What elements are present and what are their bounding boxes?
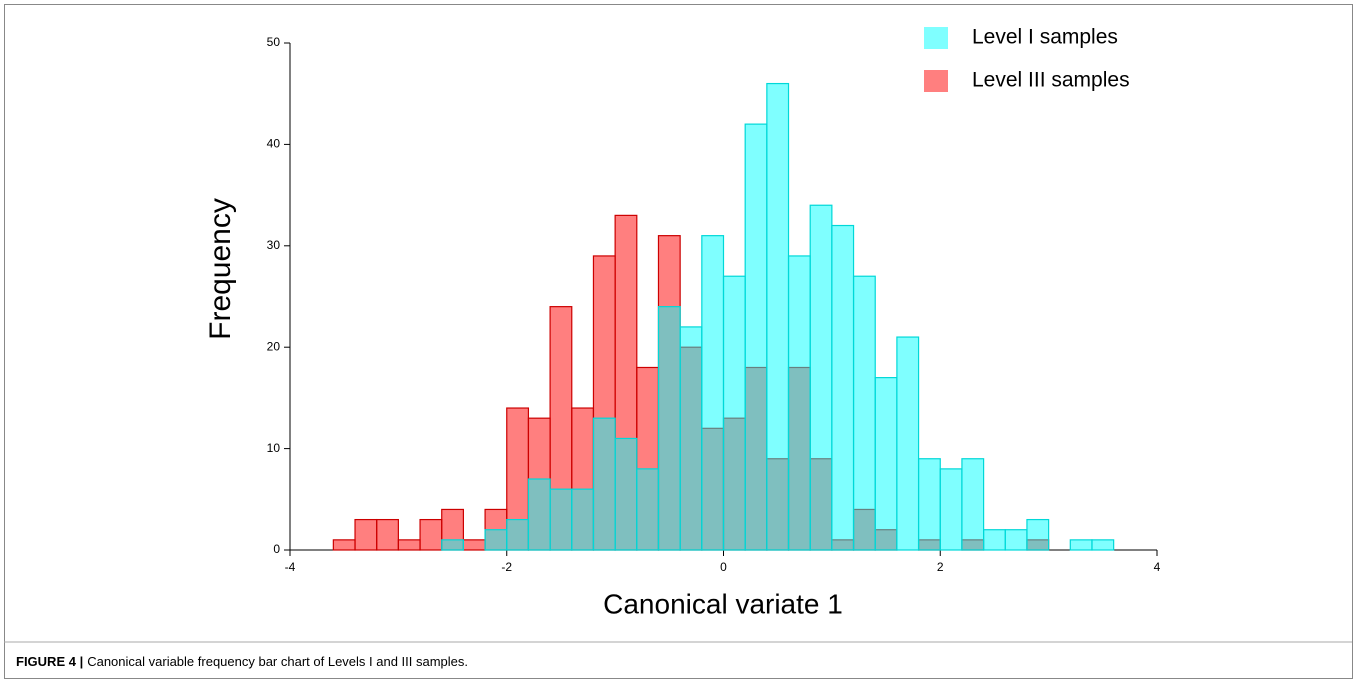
histogram-bar — [744, 123, 768, 551]
y-tick-label: 50 — [267, 35, 281, 49]
histogram-bar — [722, 275, 746, 551]
histogram-bar — [549, 488, 573, 551]
caption-label: FIGURE 4 | — [16, 654, 83, 669]
histogram-bar — [701, 235, 725, 551]
y-tick-label: 40 — [267, 137, 281, 151]
histogram-bar — [592, 417, 616, 551]
histogram-bar — [917, 458, 941, 551]
frame — [4, 4, 1353, 679]
histogram-bar — [766, 82, 790, 551]
histogram-bar — [874, 377, 898, 551]
histogram-bar — [397, 539, 421, 551]
legend-swatch — [924, 70, 948, 92]
histogram-bar — [679, 326, 703, 551]
histogram-bar — [787, 255, 811, 551]
histogram-bar — [1004, 529, 1028, 551]
y-tick-label: 10 — [267, 441, 281, 455]
x-tick-label: 0 — [720, 560, 727, 574]
histogram-bar — [809, 204, 833, 551]
histogram-bar — [354, 518, 378, 551]
histogram-bar — [376, 518, 399, 551]
histogram-bar — [419, 518, 443, 551]
caption-text: Canonical variable frequency bar chart o… — [87, 654, 468, 669]
histogram-bar — [332, 539, 356, 551]
y-tick-label: 30 — [267, 238, 281, 252]
x-tick-label: 2 — [937, 560, 944, 574]
y-tick-label: 20 — [267, 339, 281, 353]
histogram-bar — [571, 488, 595, 551]
histogram-bar — [636, 468, 660, 551]
histogram-bar — [1091, 539, 1115, 551]
histogram-bar — [961, 458, 985, 551]
y-axis-label: Frequency — [204, 198, 237, 340]
histogram-bar — [657, 306, 681, 551]
histogram-bar — [982, 529, 1006, 551]
histogram-bar — [484, 529, 508, 551]
histogram-bar — [462, 539, 486, 551]
legend-label: Level I samples — [972, 26, 1118, 49]
x-tick-label: -4 — [285, 560, 296, 574]
histogram-bar — [527, 478, 551, 551]
legend-swatch — [924, 27, 948, 49]
histogram-bar — [1069, 539, 1093, 551]
x-tick-label: 4 — [1154, 560, 1161, 574]
y-tick-label: 0 — [273, 542, 280, 556]
histogram-bar — [896, 336, 920, 551]
histogram-bar — [506, 518, 530, 551]
histogram-bar — [852, 275, 876, 551]
legend-label: Level III samples — [972, 69, 1130, 92]
histogram-bar — [831, 224, 855, 551]
histogram-bar — [1026, 518, 1050, 551]
histogram-bar — [614, 437, 638, 551]
caption: FIGURE 4 | Canonical variable frequency b… — [16, 654, 468, 669]
x-tick-label: -2 — [501, 560, 512, 574]
histogram-bar — [441, 539, 465, 551]
histogram-bar — [939, 468, 963, 551]
x-axis-label: Canonical variate 1 — [603, 588, 843, 619]
